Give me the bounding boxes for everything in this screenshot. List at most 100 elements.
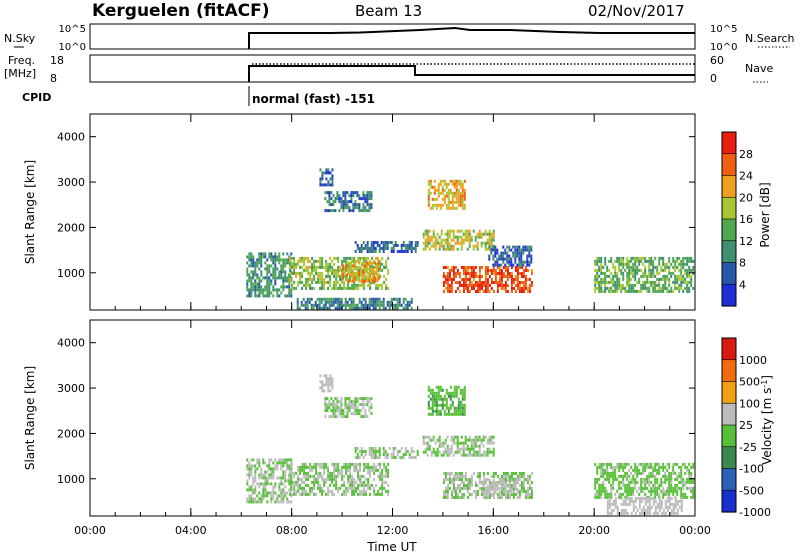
range-cell — [457, 200, 460, 204]
range-cell — [445, 194, 448, 198]
range-cell — [377, 286, 380, 290]
range-cell — [684, 495, 687, 499]
range-cell — [650, 259, 653, 263]
range-cell — [402, 306, 405, 310]
range-cell — [357, 468, 360, 472]
range-cell — [357, 477, 360, 481]
range-cell — [429, 185, 432, 189]
range-cell — [284, 485, 287, 489]
range-cell — [323, 283, 326, 287]
range-cell — [446, 496, 449, 499]
range-cell — [340, 397, 343, 401]
range-cell — [429, 412, 432, 416]
range-cell — [458, 475, 461, 478]
range-cell — [371, 468, 374, 472]
range-cell — [488, 478, 491, 482]
range-cell — [676, 256, 679, 260]
range-cell — [616, 280, 619, 284]
range-cell — [484, 493, 487, 497]
range-cell — [656, 486, 659, 490]
range-cell — [258, 294, 261, 298]
range-cell — [614, 468, 617, 472]
range-cell — [461, 412, 464, 416]
range-cell — [361, 480, 364, 484]
range-cell — [416, 241, 419, 244]
nave-tick-top: 60 — [710, 54, 724, 67]
range-cell — [362, 270, 365, 274]
range-cell — [459, 403, 462, 407]
range-cell — [648, 465, 651, 469]
range-cell — [356, 244, 359, 247]
range-cell — [528, 287, 531, 290]
range-cell — [520, 275, 523, 278]
range-cell — [370, 403, 373, 407]
range-cell — [428, 444, 431, 448]
range-cell — [346, 191, 349, 195]
range-cell — [328, 303, 331, 307]
range-cell — [474, 238, 477, 242]
range-cell — [362, 397, 365, 401]
range-cell — [379, 471, 382, 475]
range-cell — [378, 261, 381, 265]
range-cell — [353, 283, 356, 287]
range-cell — [371, 483, 374, 487]
range-cell — [443, 197, 446, 201]
range-cell — [260, 279, 263, 283]
range-cell — [286, 500, 289, 504]
range-cell — [286, 479, 289, 483]
nsearch-tick-top: 10^5 — [710, 24, 737, 35]
range-cell — [459, 409, 462, 413]
range-cell — [654, 465, 657, 469]
range-cell — [510, 475, 513, 478]
range-cell — [374, 450, 377, 453]
range-cell — [654, 462, 657, 466]
range-cell — [437, 388, 440, 392]
range-cell — [608, 268, 611, 272]
range-cell — [331, 489, 334, 493]
range-cell — [626, 280, 629, 284]
range-cell — [297, 483, 300, 487]
range-cell — [668, 283, 671, 287]
range-cell — [456, 447, 459, 451]
range-cell — [608, 274, 611, 278]
range-cell — [443, 397, 446, 401]
range-cell — [680, 499, 683, 503]
range-cell — [439, 385, 442, 389]
range-cell — [692, 477, 695, 481]
range-cell — [444, 238, 447, 242]
range-cell — [427, 400, 430, 404]
range-cell — [434, 244, 437, 248]
range-cell — [348, 409, 351, 413]
range-cell — [302, 303, 305, 307]
range-cell — [370, 300, 373, 304]
range-cell — [362, 261, 365, 265]
range-cell — [282, 470, 285, 474]
range-cell — [325, 268, 328, 272]
range-cell — [364, 397, 367, 401]
range-cell — [327, 474, 330, 478]
range-cell — [341, 483, 344, 487]
range-cell — [482, 490, 485, 494]
range-cell — [345, 268, 348, 272]
range-cell — [490, 450, 493, 454]
range-cell — [435, 412, 438, 416]
range-cell — [408, 303, 411, 307]
range-cell — [447, 391, 450, 395]
range-cell — [636, 474, 639, 478]
range-cell — [335, 462, 338, 466]
range-cell — [644, 465, 647, 469]
range-cell — [288, 285, 291, 289]
range-cell — [366, 400, 369, 404]
range-cell — [490, 244, 493, 248]
range-cell — [325, 377, 328, 381]
range-cell — [452, 278, 455, 281]
range-cell — [378, 273, 381, 277]
range-cell — [414, 244, 417, 247]
range-cell — [652, 271, 655, 275]
range-cell — [347, 474, 350, 478]
range-cell — [610, 271, 613, 275]
range-cell — [500, 284, 503, 287]
range-cell — [458, 447, 461, 451]
range-cell — [620, 508, 623, 512]
range-cell — [444, 478, 447, 481]
